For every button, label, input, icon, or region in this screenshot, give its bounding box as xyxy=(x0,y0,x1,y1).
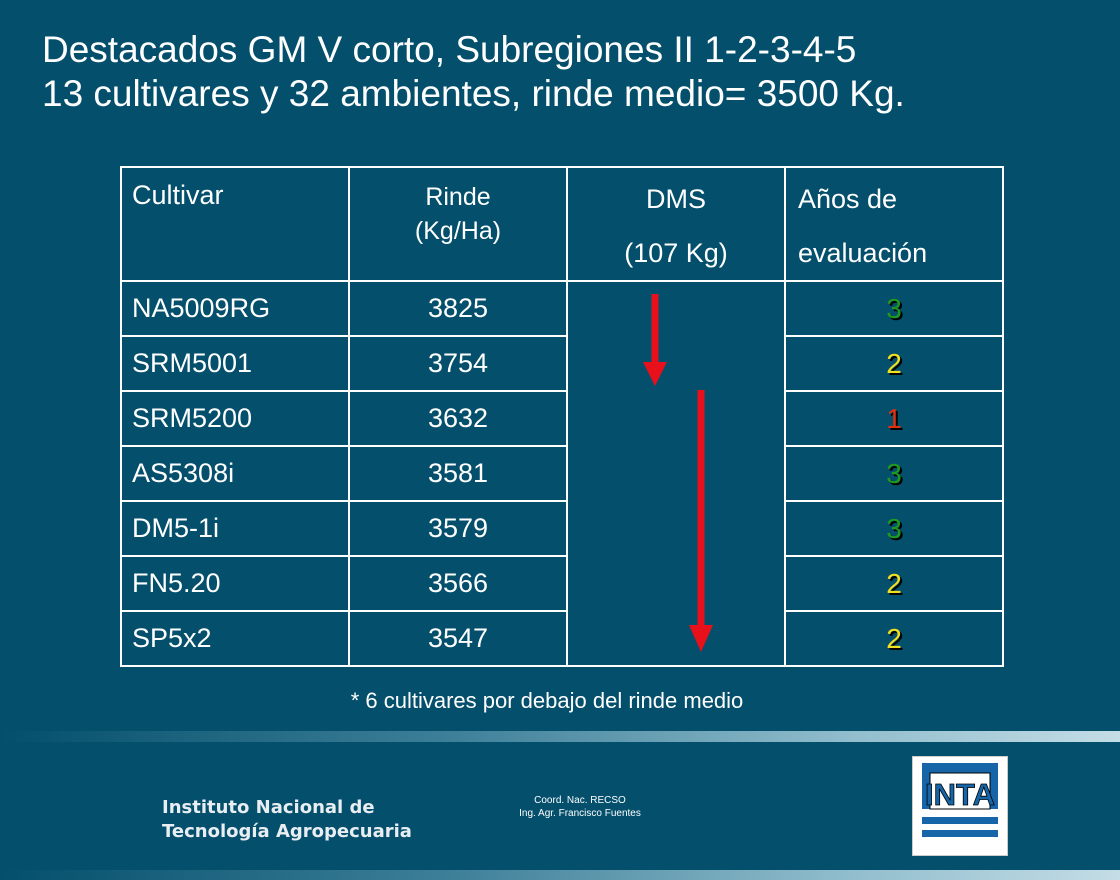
header-dms: DMS (107 Kg) xyxy=(566,166,786,282)
cell-cultivar: DM5-1i xyxy=(120,500,350,557)
institute-name: Instituto Nacional de Tecnología Agropec… xyxy=(162,796,412,844)
coordinator-credit: Coord. Nac. RECSO Ing. Agr. Francisco Fu… xyxy=(480,794,680,820)
slide-title-line1: Destacados GM V corto, Subregiones II 1-… xyxy=(42,29,857,70)
header-years: Años de evaluación xyxy=(784,166,1004,282)
header-years-line1: Años de xyxy=(798,184,898,214)
header-dms-line2: (107 Kg) xyxy=(624,238,728,268)
cell-cultivar: SP5x2 xyxy=(120,610,350,667)
footer-stripe-bottom xyxy=(0,870,1120,880)
cell-years: 2 xyxy=(784,610,1004,667)
cell-cultivar: SRM5001 xyxy=(120,335,350,392)
cell-rinde: 3754 xyxy=(348,335,568,392)
table-row: DM5-1i 3579 3 xyxy=(120,500,1004,557)
footer-stripe-top xyxy=(0,731,1120,742)
table-header-row: Cultivar Rinde (Kg/Ha) DMS (107 Kg) Años… xyxy=(120,166,1004,282)
header-rinde-line1: Rinde xyxy=(425,183,491,211)
cell-years: 3 xyxy=(784,500,1004,557)
footnote: * 6 cultivares por debajo del rinde medi… xyxy=(350,688,744,713)
table-row: FN5.20 3566 2 xyxy=(120,555,1004,612)
header-rinde: Rinde (Kg/Ha) xyxy=(348,166,568,282)
cell-years: 2 xyxy=(784,555,1004,612)
cell-rinde: 3566 xyxy=(348,555,568,612)
dms-arrow-long-head xyxy=(689,625,713,652)
table-row: AS5308i 3581 3 xyxy=(120,445,1004,502)
cell-cultivar: FN5.20 xyxy=(120,555,350,612)
cell-dms-arrows xyxy=(566,280,786,667)
header-rinde-line2: (Kg/Ha) xyxy=(414,217,502,245)
coordinator-line1: Coord. Nac. RECSO xyxy=(534,795,626,806)
inta-logo-stripe-1 xyxy=(922,817,998,824)
header-years-line2: evaluación xyxy=(798,238,928,268)
cell-years: 3 xyxy=(784,445,1004,502)
dms-arrows xyxy=(643,294,713,652)
inta-logo-right-bar xyxy=(990,773,998,809)
table-row: SP5x2 3547 2 xyxy=(120,610,1004,667)
results-table: Cultivar Rinde (Kg/Ha) DMS (107 Kg) Años… xyxy=(120,166,1004,667)
coordinator-line2: Ing. Agr. Francisco Fuentes xyxy=(519,808,641,819)
cell-rinde: 3581 xyxy=(348,445,568,502)
cell-cultivar: NA5009RG xyxy=(120,280,350,337)
slide-title-line2: 13 cultivares y 32 ambientes, rinde medi… xyxy=(42,73,905,114)
header-cultivar: Cultivar xyxy=(120,166,350,282)
inta-logo-left-bar xyxy=(922,773,930,809)
cell-rinde: 3547 xyxy=(348,610,568,667)
inta-logo-icon: INTA xyxy=(922,763,998,837)
inta-logo-top-bar xyxy=(922,763,998,773)
cell-rinde: 3579 xyxy=(348,500,568,557)
slide-title: Destacados GM V corto, Subregiones II 1-… xyxy=(42,28,1102,116)
header-dms-line1: DMS xyxy=(646,184,706,214)
inta-logo: INTA xyxy=(912,756,1008,856)
inta-logo-text: INTA xyxy=(925,777,995,812)
cell-cultivar: SRM5200 xyxy=(120,390,350,447)
cell-years: 2 xyxy=(784,335,1004,392)
dms-arrow-long xyxy=(689,390,713,652)
institute-name-line1: Instituto Nacional de xyxy=(162,797,375,818)
cell-rinde: 3632 xyxy=(348,390,568,447)
cell-cultivar: AS5308i xyxy=(120,445,350,502)
cell-years: 1 xyxy=(784,390,1004,447)
inta-logo-stripe-2 xyxy=(922,830,998,837)
institute-name-line2: Tecnología Agropecuaria xyxy=(162,821,412,842)
table-row: SRM5200 3632 1 xyxy=(120,390,1004,447)
table-row: SRM5001 3754 2 xyxy=(120,335,1004,392)
dms-arrow-short-head xyxy=(643,362,667,386)
dms-arrow-short xyxy=(643,294,667,386)
cell-rinde: 3825 xyxy=(348,280,568,337)
table-row: NA5009RG 3825 3 xyxy=(120,280,1004,667)
cell-years: 3 xyxy=(784,280,1004,337)
